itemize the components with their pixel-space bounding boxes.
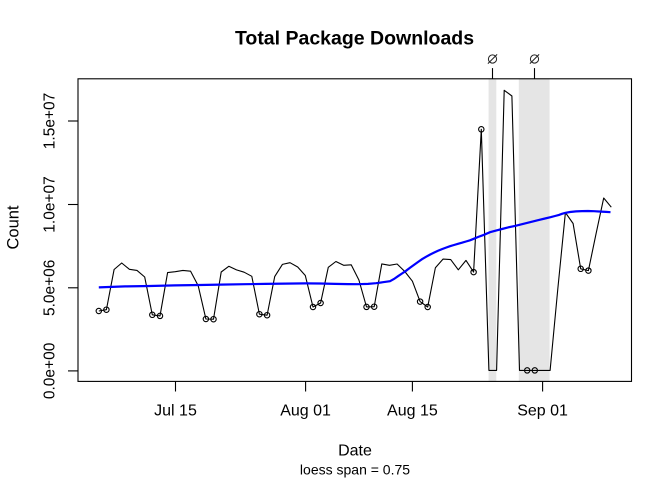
svg-text:Aug 15: Aug 15 xyxy=(387,403,438,420)
svg-text:Sep 01: Sep 01 xyxy=(517,403,568,420)
svg-text:loess span = 0.75: loess span = 0.75 xyxy=(300,462,410,478)
svg-text:5.0e+06: 5.0e+06 xyxy=(42,260,59,316)
svg-text:Jul 15: Jul 15 xyxy=(154,403,197,420)
svg-text:Total Package Downloads: Total Package Downloads xyxy=(235,28,474,50)
svg-text:1.0e+07: 1.0e+07 xyxy=(42,176,59,232)
svg-text:Aug 01: Aug 01 xyxy=(280,403,331,420)
svg-text:Date: Date xyxy=(338,443,372,460)
svg-text:1.5e+07: 1.5e+07 xyxy=(42,93,59,149)
svg-text:Count: Count xyxy=(5,205,23,249)
svg-text:0.0e+00: 0.0e+00 xyxy=(42,342,59,399)
